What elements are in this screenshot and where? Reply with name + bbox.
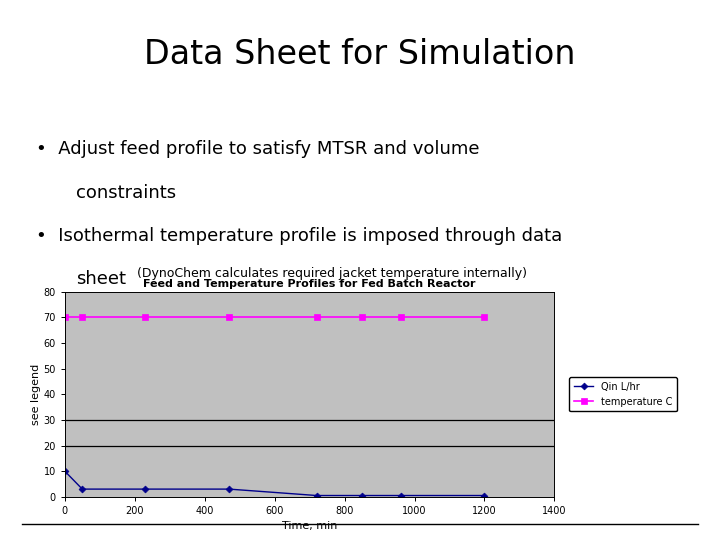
Title: Feed and Temperature Profiles for Fed Batch Reactor: Feed and Temperature Profiles for Fed Ba… [143, 279, 476, 289]
Text: •  Adjust feed profile to satisfy MTSR and volume: • Adjust feed profile to satisfy MTSR an… [36, 140, 480, 158]
X-axis label: Time, min: Time, min [282, 522, 337, 531]
temperature C [396, 314, 405, 320]
Qin L/hr [358, 492, 366, 499]
Qin L/hr [60, 468, 69, 475]
Y-axis label: see legend: see legend [31, 363, 40, 425]
temperature C [225, 314, 233, 320]
Qin L/hr [78, 486, 86, 492]
Line: Qin L/hr: Qin L/hr [63, 469, 487, 498]
temperature C [60, 314, 69, 320]
Qin L/hr [396, 492, 405, 499]
Text: Data Sheet for Simulation: Data Sheet for Simulation [144, 38, 576, 71]
Qin L/hr [225, 486, 233, 492]
Qin L/hr [480, 492, 489, 499]
temperature C [480, 314, 489, 320]
Qin L/hr [141, 486, 150, 492]
Text: •  Isothermal temperature profile is imposed through data: • Isothermal temperature profile is impo… [36, 227, 562, 245]
temperature C [312, 314, 321, 320]
Text: constraints: constraints [76, 184, 176, 201]
Legend: Qin L/hr, temperature C: Qin L/hr, temperature C [569, 377, 678, 411]
Text: (DynoChem calculates required jacket temperature internally): (DynoChem calculates required jacket tem… [133, 267, 527, 280]
Line: temperature C: temperature C [62, 314, 487, 320]
Qin L/hr [312, 492, 321, 499]
temperature C [358, 314, 366, 320]
Text: sheet: sheet [76, 270, 125, 288]
temperature C [78, 314, 86, 320]
temperature C [141, 314, 150, 320]
